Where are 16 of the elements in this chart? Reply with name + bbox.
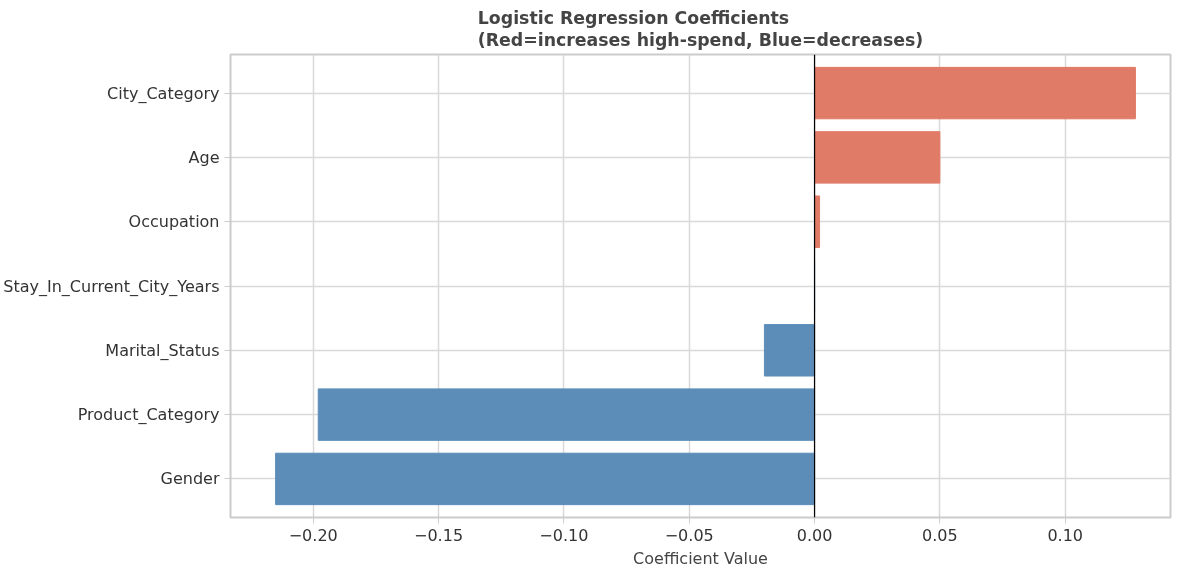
- y-tick-label: Product_Category: [77, 405, 220, 426]
- y-tick-label: Age: [188, 147, 220, 167]
- x-tick-label: −0.10: [539, 525, 589, 545]
- y-tick-label: Gender: [160, 469, 220, 489]
- x-axis-title: Coefficient Value: [633, 548, 768, 568]
- x-tick-label: 0.10: [1047, 525, 1084, 545]
- y-tick-label: Occupation: [128, 212, 220, 232]
- x-tick-label: 0.00: [796, 525, 833, 545]
- x-tick-label: −0.20: [288, 525, 338, 545]
- y-tick-label: City_Category: [107, 83, 220, 104]
- y-tick-label: Stay_In_Current_City_Years: [3, 276, 220, 297]
- x-tick-label: −0.05: [664, 525, 714, 545]
- x-tick-label: 0.05: [922, 525, 958, 545]
- x-tick-label: −0.15: [414, 525, 464, 545]
- chart-title: Logistic Regression Coefficients (Red=increases high-spend, Blue=decreases): [477, 7, 924, 50]
- y-tick-label: Marital_Status: [105, 340, 220, 361]
